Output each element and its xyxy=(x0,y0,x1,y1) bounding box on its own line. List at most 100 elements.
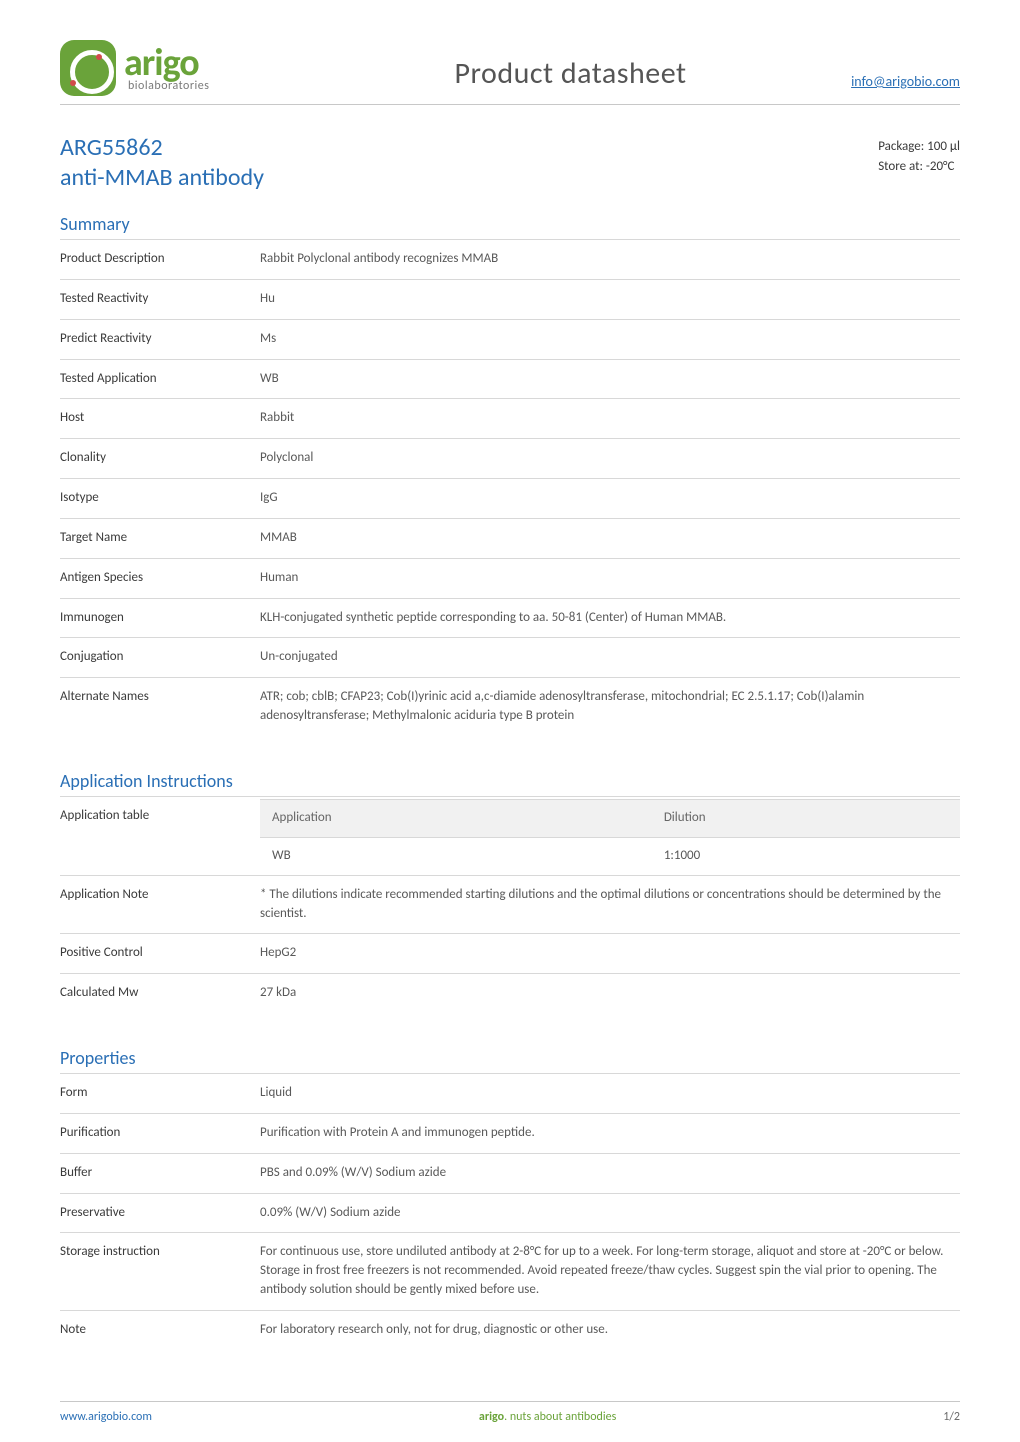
table-row: Host Rabbit xyxy=(60,399,960,439)
table-row: Isotype IgG xyxy=(60,479,960,519)
field-label: Product Description xyxy=(60,240,260,280)
field-value: 0.09% (W/V) Sodium azide xyxy=(260,1193,960,1233)
summary-table: Product Description Rabbit Polyclonal an… xyxy=(60,239,960,736)
field-label: Preservative xyxy=(60,1193,260,1233)
table-row: Purification Purification with Protein A… xyxy=(60,1113,960,1153)
field-label: Tested Reactivity xyxy=(60,279,260,319)
field-value: Polyclonal xyxy=(260,439,960,479)
field-value: Rabbit xyxy=(260,399,960,439)
field-value: HepG2 xyxy=(260,934,960,974)
table-row: Product Description Rabbit Polyclonal an… xyxy=(60,240,960,280)
field-label: Buffer xyxy=(60,1153,260,1193)
field-label: Positive Control xyxy=(60,934,260,974)
field-label: Form xyxy=(60,1074,260,1114)
app-table-row: WB 1:1000 xyxy=(260,837,960,874)
field-label: Application table xyxy=(60,796,260,875)
field-value: Un-conjugated xyxy=(260,638,960,678)
field-label: Immunogen xyxy=(60,598,260,638)
field-value: Human xyxy=(260,558,960,598)
table-row: Conjugation Un-conjugated xyxy=(60,638,960,678)
field-label: Target Name xyxy=(60,518,260,558)
table-row: Target Name MMAB xyxy=(60,518,960,558)
table-row: Clonality Polyclonal xyxy=(60,439,960,479)
field-value: Hu xyxy=(260,279,960,319)
product-code: ARG55862 xyxy=(60,133,264,163)
table-row: Tested Application WB xyxy=(60,359,960,399)
app-table-cell: 1:1000 xyxy=(652,837,960,874)
field-value: Liquid xyxy=(260,1074,960,1114)
table-row: Storage instruction For continuous use, … xyxy=(60,1233,960,1311)
field-value: 27 kDa xyxy=(260,974,960,1013)
field-label: Calculated Mw xyxy=(60,974,260,1013)
app-table-cell: WB xyxy=(260,837,652,874)
field-value: Rabbit Polyclonal antibody recognizes MM… xyxy=(260,240,960,280)
table-row: Application Note * The dilutions indicat… xyxy=(60,875,960,934)
field-value: * The dilutions indicate recommended sta… xyxy=(260,875,960,934)
section-title-summary: Summary xyxy=(60,213,960,235)
field-label: Tested Application xyxy=(60,359,260,399)
table-row: Positive Control HepG2 xyxy=(60,934,960,974)
page-title: Product datasheet xyxy=(290,55,851,96)
app-table-head: Application xyxy=(260,799,652,837)
field-value: ATR; cob; cblB; CFAP23; Cob(I)yrinic aci… xyxy=(260,678,960,736)
section-title-appinstr: Application Instructions xyxy=(60,770,960,792)
table-row: Antigen Species Human xyxy=(60,558,960,598)
footer-page-number: 1/2 xyxy=(943,1410,960,1424)
logo-block: arigo biolaboratories xyxy=(60,40,290,96)
field-value: For continuous use, store undiluted anti… xyxy=(260,1233,960,1311)
product-header: ARG55862 anti-MMAB antibody Package: 100… xyxy=(60,133,960,193)
field-label: Conjugation xyxy=(60,638,260,678)
table-row: Preservative 0.09% (W/V) Sodium azide xyxy=(60,1193,960,1233)
table-row: Calculated Mw 27 kDa xyxy=(60,974,960,1013)
field-value: For laboratory research only, not for dr… xyxy=(260,1310,960,1349)
package-line: Package: 100 µl xyxy=(878,137,960,157)
info-email-link[interactable]: info@arigobio.com xyxy=(851,73,960,96)
storage-line: Store at: -20°C xyxy=(878,157,960,177)
app-table-head-row: Application Dilution xyxy=(260,799,960,837)
table-row: Alternate Names ATR; cob; cblB; CFAP23; … xyxy=(60,678,960,736)
field-label: Predict Reactivity xyxy=(60,319,260,359)
field-label: Note xyxy=(60,1310,260,1349)
application-table-cell: Application Dilution WB 1:1000 xyxy=(260,796,960,875)
application-table: Application Dilution WB 1:1000 xyxy=(260,799,960,875)
field-label: Application Note xyxy=(60,875,260,934)
field-label: Storage instruction xyxy=(60,1233,260,1311)
footer-site-link[interactable]: www.arigobio.com xyxy=(60,1410,152,1424)
field-value: IgG xyxy=(260,479,960,519)
table-row: Application table Application Dilution W… xyxy=(60,796,960,875)
table-row: Predict Reactivity Ms xyxy=(60,319,960,359)
field-value: PBS and 0.09% (W/V) Sodium azide xyxy=(260,1153,960,1193)
footer-tagline: arigo. nuts about antibodies xyxy=(479,1410,616,1424)
section-title-properties: Properties xyxy=(60,1047,960,1069)
logo-brand: arigo xyxy=(124,44,209,82)
table-row: Buffer PBS and 0.09% (W/V) Sodium azide xyxy=(60,1153,960,1193)
table-row: Immunogen KLH-conjugated synthetic pepti… xyxy=(60,598,960,638)
field-label: Antigen Species xyxy=(60,558,260,598)
footer-tagline-rest: . nuts about antibodies xyxy=(504,1410,616,1424)
package-block: Package: 100 µl Store at: -20°C xyxy=(878,133,960,176)
product-name: anti-MMAB antibody xyxy=(60,163,264,193)
logo-mark-icon xyxy=(60,40,116,96)
logo-sub: biolaboratories xyxy=(128,80,209,92)
page-footer: www.arigobio.com arigo. nuts about antib… xyxy=(60,1401,960,1424)
field-value: MMAB xyxy=(260,518,960,558)
field-label: Host xyxy=(60,399,260,439)
logo-text: arigo biolaboratories xyxy=(124,44,209,92)
field-value: WB xyxy=(260,359,960,399)
field-label: Isotype xyxy=(60,479,260,519)
field-label: Purification xyxy=(60,1113,260,1153)
field-label: Clonality xyxy=(60,439,260,479)
field-label: Alternate Names xyxy=(60,678,260,736)
table-row: Tested Reactivity Hu xyxy=(60,279,960,319)
field-value: Purification with Protein A and immunoge… xyxy=(260,1113,960,1153)
app-table-head: Dilution xyxy=(652,799,960,837)
properties-table: Form Liquid Purification Purification wi… xyxy=(60,1073,960,1350)
page-header: arigo biolaboratories Product datasheet … xyxy=(60,40,960,105)
appinstr-table: Application table Application Dilution W… xyxy=(60,796,960,1013)
footer-tagline-brand: arigo xyxy=(479,1410,504,1424)
field-value: KLH-conjugated synthetic peptide corresp… xyxy=(260,598,960,638)
table-row: Form Liquid xyxy=(60,1074,960,1114)
table-row: Note For laboratory research only, not f… xyxy=(60,1310,960,1349)
product-title-block: ARG55862 anti-MMAB antibody xyxy=(60,133,264,193)
field-value: Ms xyxy=(260,319,960,359)
